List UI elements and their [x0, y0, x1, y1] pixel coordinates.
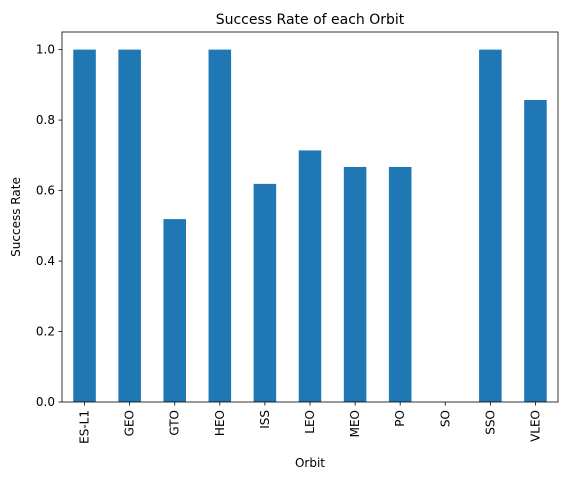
- x-tick-label: GEO: [123, 410, 137, 436]
- bar-heo: [208, 49, 232, 402]
- x-tick-label: GTO: [168, 410, 182, 436]
- x-tick-label: PO: [393, 410, 407, 427]
- bar-leo: [298, 150, 322, 402]
- x-tick-label: SSO: [483, 410, 497, 435]
- y-tick-label: 0.8: [36, 113, 55, 127]
- y-axis-label: Success Rate: [9, 177, 23, 257]
- x-axis: ES-L1 GEO GTO HEO ISS LEO MEO PO SO SSO VLEO: [78, 402, 542, 444]
- chart-title: Success Rate of each Orbit: [216, 12, 405, 28]
- y-tick-label: 1.0: [36, 43, 55, 57]
- y-tick-label: 0.0: [36, 395, 55, 409]
- x-tick-label: MEO: [348, 410, 362, 437]
- x-tick-label: VLEO: [528, 410, 542, 442]
- x-tick-label: ISS: [258, 410, 272, 429]
- bar-es-l1: [73, 49, 96, 402]
- bar-meo: [343, 166, 367, 402]
- y-axis: 0.0 0.2 0.4 0.6 0.8 1.0: [36, 43, 62, 409]
- x-tick-label: HEO: [213, 410, 227, 436]
- x-tick-label: LEO: [303, 410, 317, 434]
- bar-gto: [163, 219, 186, 402]
- bar-vleo: [524, 100, 547, 402]
- y-tick-label: 0.2: [36, 325, 55, 339]
- bar-iss: [253, 183, 277, 402]
- x-axis-label: Orbit: [295, 456, 325, 470]
- plot-frame: [61, 31, 559, 403]
- x-tick-label: ES-L1: [78, 410, 92, 444]
- bars-group: [73, 49, 547, 402]
- bar-geo: [118, 49, 141, 402]
- bar-po: [388, 166, 412, 402]
- y-tick-label: 0.4: [36, 254, 55, 268]
- x-tick-label: SO: [438, 410, 452, 427]
- y-tick-label: 0.6: [36, 184, 55, 198]
- bar-sso: [479, 49, 502, 402]
